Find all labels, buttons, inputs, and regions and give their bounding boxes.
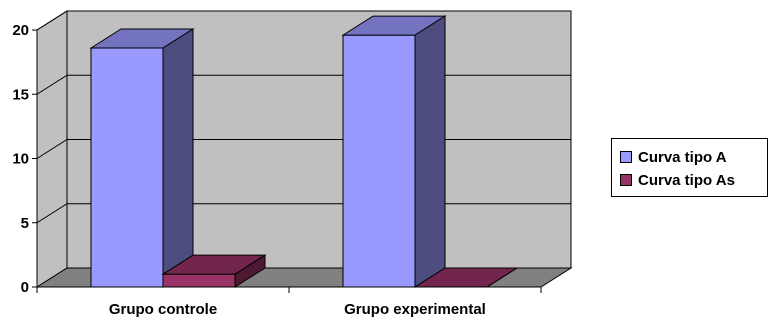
bar-side: [234, 254, 266, 288]
bar-front: [342, 34, 416, 288]
x-category-label: Grupo controle: [109, 301, 217, 318]
y-tick-label: 0: [21, 279, 29, 296]
bar-front: [90, 47, 164, 288]
x-category-label: Grupo experimental: [344, 301, 486, 318]
y-axis-ticks: 0 5 10 15 20: [12, 22, 29, 296]
legend-item-curva-tipo-a: Curva tipo A: [620, 147, 727, 167]
gridline: [36, 10, 571, 31]
legend-item-curva-tipo-as: Curva tipo As: [620, 170, 735, 190]
bar-side: [162, 28, 194, 288]
bar: [413, 267, 519, 288]
bar-front: [162, 273, 236, 288]
legend-label: Curva tipo As: [638, 171, 735, 189]
bar: [161, 254, 267, 288]
y-tick-label: 10: [12, 151, 29, 168]
legend-swatch-curva-tipo-a: [620, 151, 632, 163]
bar-side: [414, 15, 446, 288]
legend-label: Curva tipo A: [638, 148, 727, 166]
bar: [341, 15, 447, 288]
chart-bars: [89, 15, 519, 288]
x-axis-labels: Grupo controle Grupo experimental: [109, 301, 486, 318]
bar: [89, 28, 195, 288]
bar-side: [486, 267, 518, 288]
chart-legend: Curva tipo A Curva tipo As: [611, 138, 768, 197]
y-tick-label: 15: [12, 86, 29, 103]
y-tick-label: 20: [12, 22, 29, 39]
y-tick-label: 5: [21, 215, 29, 232]
legend-swatch-curva-tipo-as: [620, 174, 632, 186]
